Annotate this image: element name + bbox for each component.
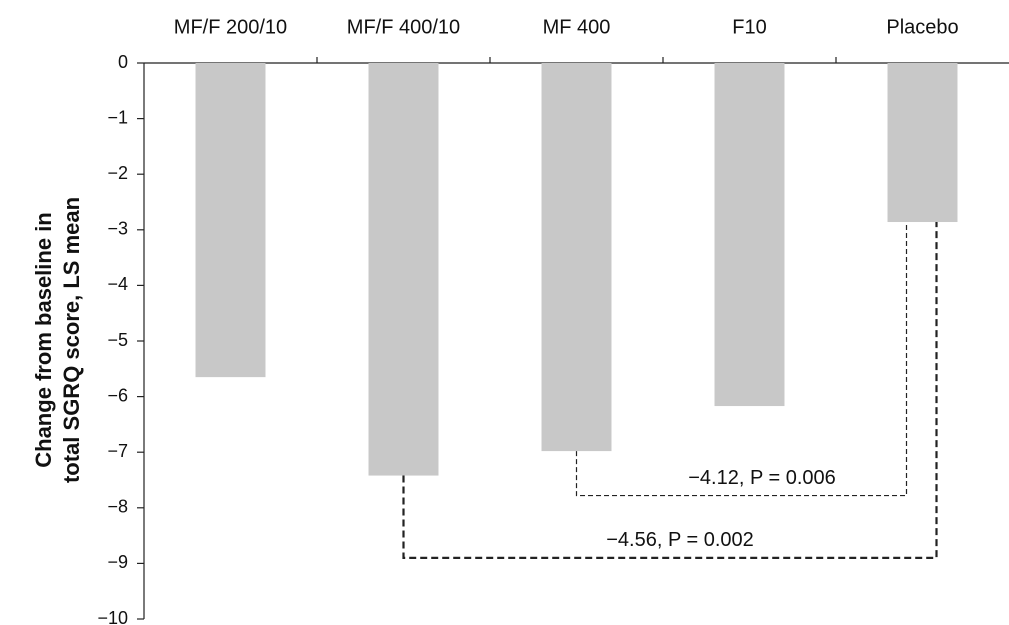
y-tick-label: −5 (107, 330, 128, 350)
x-tick-label: MF 400 (543, 16, 611, 38)
y-tick-label: −4 (107, 274, 128, 294)
y-axis-title-line: Change from baseline in (31, 212, 56, 468)
y-tick-label: 0 (118, 52, 128, 72)
y-axis-title-line: total SGRQ score, LS mean (59, 197, 84, 483)
y-tick-label: −1 (107, 107, 128, 127)
y-tick-label: −10 (97, 608, 128, 625)
bar (368, 63, 439, 476)
comparison-label: −4.12, P = 0.006 (688, 467, 836, 489)
bar (887, 63, 958, 223)
y-tick-label: −7 (107, 441, 128, 461)
bar (541, 63, 612, 452)
x-tick-label: Placebo (886, 16, 958, 38)
y-tick-label: −6 (107, 385, 128, 405)
y-tick-label: −3 (107, 219, 128, 239)
comparison-bracket (575, 222, 908, 497)
comparison-label: −4.56, P = 0.002 (606, 529, 754, 551)
y-tick-label: −8 (107, 497, 128, 517)
x-tick-label: F10 (732, 16, 766, 38)
comparison-bracket (402, 222, 938, 559)
y-tick-label: −2 (107, 163, 128, 183)
y-tick-label: −9 (107, 552, 128, 572)
bar (195, 63, 266, 378)
x-tick-label: MF/F 200/10 (174, 16, 287, 38)
y-axis-title: Change from baseline in total SGRQ score… (31, 197, 84, 483)
bar (714, 63, 785, 407)
x-tick-label: MF/F 400/10 (347, 16, 460, 38)
